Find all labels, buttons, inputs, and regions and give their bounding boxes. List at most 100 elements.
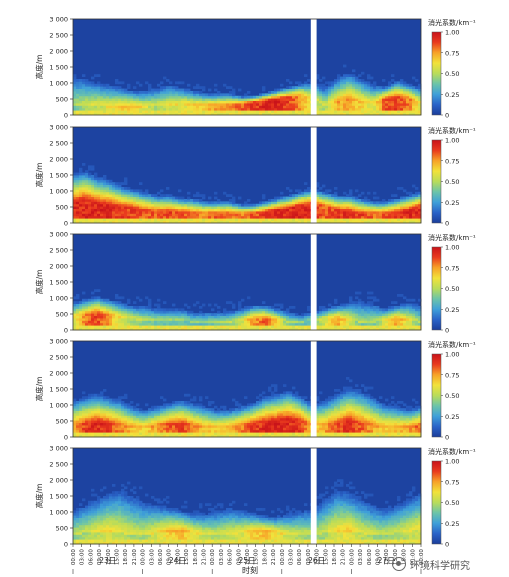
heatmap-cell [415,215,419,219]
heatmap-cell [196,201,200,205]
heatmap-cell [166,187,170,190]
heatmap-cell [208,103,212,106]
heatmap-cell [181,213,185,217]
heatmap-cell [151,318,155,321]
heatmap-cell [118,420,122,423]
heatmap-cell [307,187,311,190]
heatmap-cell [319,187,323,190]
heatmap-cell [175,322,179,326]
heatmap-cell [298,203,302,207]
heatmap-cell [202,313,206,316]
heatmap-cell [121,318,125,321]
heatmap-cell [319,203,323,207]
heatmap-cell [157,410,161,414]
heatmap-cell [265,306,269,309]
heatmap-cell [133,427,137,431]
heatmap-cell [79,429,83,433]
heatmap-cell [403,107,407,111]
heatmap-cell [262,100,266,104]
heatmap-cell [319,91,323,94]
heatmap-cell [184,434,188,438]
heatmap-cell [316,315,320,319]
heatmap-cell [175,93,179,97]
heatmap-cell [322,107,326,111]
heatmap-cell [253,110,257,113]
heatmap-cell [118,401,122,404]
heatmap-cell [382,310,386,314]
heatmap-cell [100,408,104,411]
heatmap-cell [241,322,245,326]
heatmap-cell [415,206,419,209]
heatmap-cell [133,206,137,209]
heatmap-cell [133,425,137,428]
heatmap-cell [283,315,287,319]
heatmap-cell [94,98,98,101]
heatmap-cell [127,301,131,304]
heatmap-cell [382,315,386,319]
heatmap-cell [376,196,380,200]
heatmap-cell [346,218,350,221]
heatmap-cell [82,396,86,399]
heatmap-cell [139,100,143,104]
heatmap-cell [169,432,173,435]
heatmap-cell [142,313,146,316]
heatmap-cell [316,184,320,188]
heatmap-cell [172,427,176,431]
heatmap-cell [79,172,83,176]
heatmap-cell [385,206,389,209]
heatmap-cell [205,396,209,399]
heatmap-cell [274,218,278,221]
heatmap-cell [412,327,416,331]
heatmap-cell [241,100,245,104]
heatmap-cell [235,105,239,109]
heatmap-cell [136,98,140,101]
heatmap-cell [244,208,248,212]
heatmap-cell [382,313,386,316]
heatmap-cell [199,213,203,217]
heatmap-cell [418,201,422,205]
heatmap-cell [274,112,278,116]
heatmap-cell [295,194,299,197]
heatmap-cell [85,189,89,193]
heatmap-cell [403,203,407,207]
heatmap-cell [106,301,110,304]
heatmap-cell [88,201,92,205]
heatmap-cell [94,179,98,183]
heatmap-cell [127,405,131,409]
heatmap-cell [73,74,77,77]
heatmap-cell [127,211,131,214]
heatmap-cell [112,425,116,428]
heatmap-cell [397,322,401,326]
heatmap-cell [301,95,305,99]
heatmap-cell [298,320,302,324]
heatmap-cell [343,199,347,202]
heatmap-cell [76,172,80,176]
heatmap-cell [82,391,86,395]
heatmap-cell [142,425,146,428]
y-tick-label: 3 000 [49,231,68,239]
heatmap-cell [298,199,302,202]
heatmap-cell [172,401,176,404]
heatmap-cell [244,322,248,326]
heatmap-cell [226,211,230,214]
heatmap-cell [241,95,245,99]
heatmap-cell [328,218,332,221]
heatmap-cell [403,88,407,92]
heatmap-cell [79,79,83,82]
heatmap-cell [148,213,152,217]
heatmap-cell [199,327,203,331]
heatmap-cell [148,325,152,328]
heatmap-cell [271,308,275,312]
heatmap-cell [382,100,386,104]
heatmap-cell [82,415,86,419]
heatmap-cell [112,218,116,221]
heatmap-cell [97,434,101,438]
heatmap-cell [109,413,113,416]
heatmap-cell [271,213,275,217]
heatmap-cell [100,218,104,221]
heatmap-cell [139,429,143,433]
heatmap-cell [169,405,173,409]
heatmap-cell [172,322,176,326]
heatmap-cell [157,427,161,431]
heatmap-cell [343,303,347,307]
